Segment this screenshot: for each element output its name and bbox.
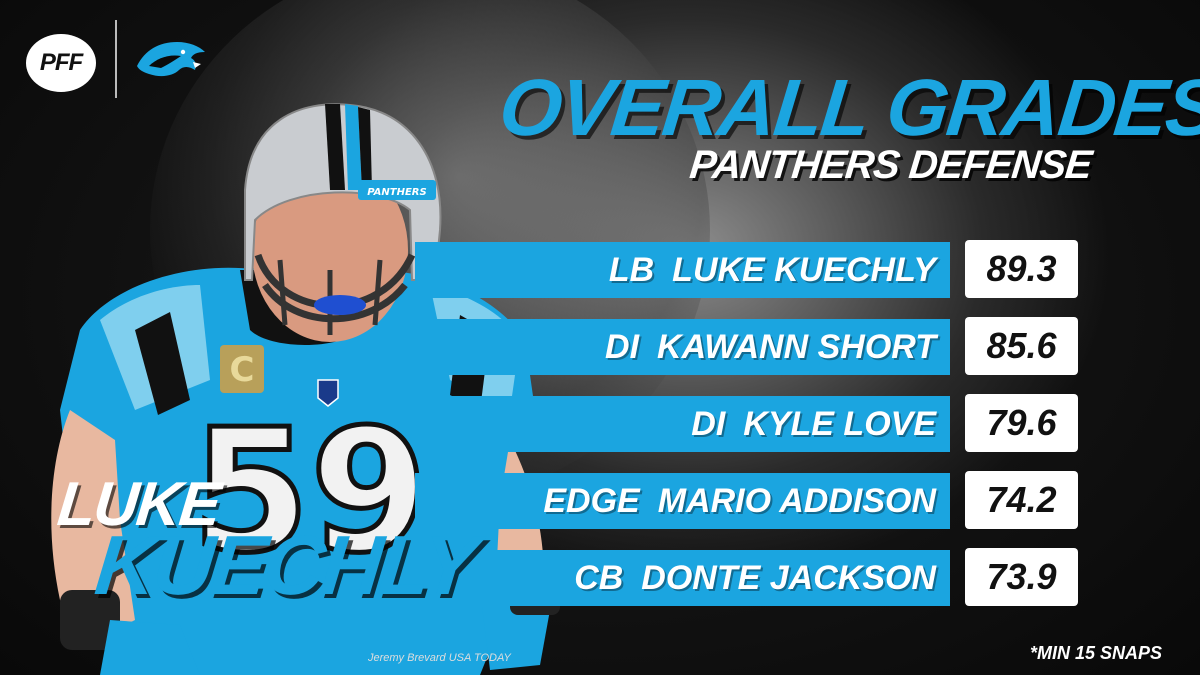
grade-row-bar: LB LUKE KUECHLY — [415, 242, 950, 298]
player-position: EDGE — [543, 481, 640, 520]
grades-list: LB LUKE KUECHLY 89.3 DI KAWANN SHORT 85.… — [415, 240, 1080, 606]
grade-row-bar: DI KAWANN SHORT — [415, 319, 950, 375]
player-grade: 79.6 — [965, 394, 1078, 452]
player-position: DI — [605, 327, 640, 366]
player-grade: 73.9 — [965, 548, 1078, 606]
player-name: LUKE KUECHLY — [672, 250, 936, 289]
player-name: DONTE JACKSON — [641, 558, 936, 597]
captain-patch-letter: C — [230, 350, 255, 390]
player-position: DI — [691, 404, 726, 443]
player-position: LB — [608, 250, 655, 289]
logo-divider — [115, 20, 117, 98]
grade-row-bar: DI KYLE LOVE — [415, 396, 950, 452]
grade-row: DI KAWANN SHORT 85.6 — [415, 317, 1080, 375]
jersey-number: 59 — [192, 393, 429, 591]
player-name: MARIO ADDISON — [657, 481, 936, 520]
player-grade: 89.3 — [965, 240, 1078, 298]
player-grade: 85.6 — [965, 317, 1078, 375]
player-position: CB — [574, 558, 624, 597]
title-sub: PANTHERS DEFENSE — [687, 143, 1094, 187]
panther-head-icon — [137, 42, 205, 77]
footnote: *MIN 15 SNAPS — [1030, 643, 1163, 663]
nfl-shield-icon — [317, 379, 339, 407]
pff-logo-text: PFF — [39, 49, 83, 76]
grade-row: LB LUKE KUECHLY 89.3 — [415, 240, 1080, 298]
pff-logo: PFF — [26, 34, 96, 92]
grade-row: DI KYLE LOVE 79.6 — [415, 394, 1080, 452]
captain-patch — [220, 345, 264, 393]
grade-row: EDGE MARIO ADDISON 74.2 — [415, 471, 1080, 529]
grade-row: CB DONTE JACKSON 73.9 — [415, 548, 1080, 606]
player-grade: 74.2 — [965, 471, 1078, 529]
player-name: KAWANN SHORT — [657, 327, 936, 366]
helmet-visor-band — [358, 180, 436, 200]
featured-player-last-name: KUECHLY — [91, 518, 480, 612]
grade-row-bar: EDGE MARIO ADDISON — [415, 473, 950, 529]
grade-row-bar: CB DONTE JACKSON — [415, 550, 950, 606]
photo-credit: Jeremy Brevard USA TODAY — [368, 652, 511, 664]
helmet-text: PANTHERS — [367, 187, 426, 198]
player-name: KYLE LOVE — [743, 404, 936, 443]
